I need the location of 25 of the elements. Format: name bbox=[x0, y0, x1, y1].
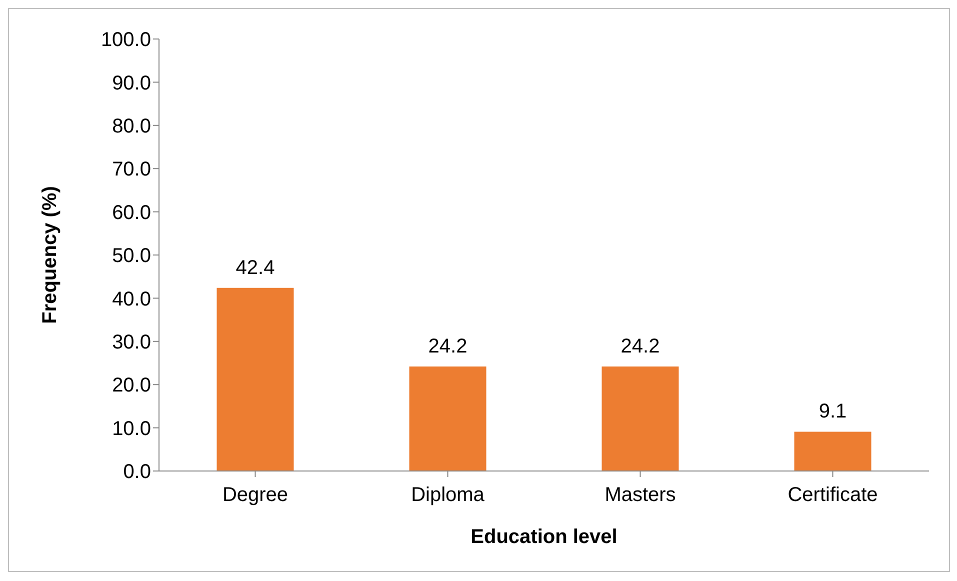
y-tick-label: 80.0 bbox=[112, 116, 151, 138]
bar bbox=[602, 366, 679, 471]
bar bbox=[216, 288, 294, 471]
data-label: 24.2 bbox=[428, 335, 468, 358]
data-label: 9.1 bbox=[818, 400, 847, 423]
bar bbox=[794, 432, 872, 471]
y-axis-title: Frequency (%) bbox=[39, 186, 62, 324]
y-tick-label: 60.0 bbox=[112, 202, 151, 224]
x-tick-label: Degree bbox=[222, 484, 288, 506]
y-tick-label: 0.0 bbox=[123, 461, 151, 484]
x-tick-label: Diploma bbox=[411, 484, 486, 506]
bar bbox=[409, 366, 486, 471]
y-tick-label: 10.0 bbox=[112, 418, 151, 440]
data-label: 42.4 bbox=[236, 256, 275, 279]
y-tick-label: 20.0 bbox=[112, 374, 151, 397]
y-tick-label: 70.0 bbox=[112, 158, 151, 181]
y-tick-label: 50.0 bbox=[112, 245, 151, 268]
data-label: 24.2 bbox=[620, 335, 660, 358]
x-tick-label: Certificate bbox=[788, 484, 878, 506]
y-tick-label: 90.0 bbox=[112, 72, 151, 94]
x-axis-title: Education level bbox=[470, 526, 618, 548]
y-tick-label: 100.0 bbox=[100, 29, 151, 52]
y-tick-label: 40.0 bbox=[112, 288, 151, 310]
x-tick-label: Masters bbox=[604, 484, 676, 506]
y-tick-label: 30.0 bbox=[112, 332, 151, 354]
